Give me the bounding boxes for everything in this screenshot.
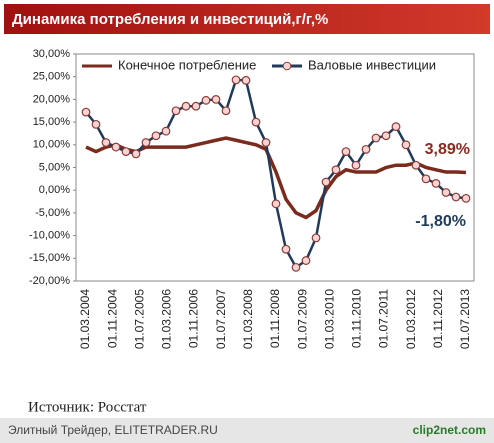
point	[141, 138, 151, 147]
y-tick-label: 30,00%	[33, 48, 71, 60]
point	[291, 262, 301, 272]
x-tick-label: 01.07.2011	[377, 289, 391, 348]
point	[381, 131, 391, 141]
x-tick-label: 01.03.2008	[241, 289, 255, 349]
series-line	[85, 136, 467, 220]
point	[221, 106, 231, 116]
x-tick-label: 01.03.2012	[404, 289, 418, 349]
point	[461, 193, 471, 203]
point	[391, 122, 401, 132]
x-tick-label: 01.07.2009	[295, 289, 309, 349]
point	[231, 75, 241, 85]
point	[301, 256, 311, 265]
point	[211, 94, 221, 104]
point	[241, 75, 251, 85]
x-tick-label: 01.11.2008	[268, 289, 282, 348]
x-tick-label: 01.07.2007	[214, 289, 228, 349]
y-tick-label: -15,00%	[29, 252, 70, 264]
legend-label: Валовые инвестиции	[308, 57, 436, 72]
point	[201, 95, 211, 105]
legend-label: Конечное потребление	[118, 57, 256, 72]
point	[121, 147, 131, 157]
point	[331, 165, 341, 175]
point	[191, 101, 201, 111]
x-tick-label: 01.11.2010	[350, 289, 364, 348]
point	[421, 174, 431, 184]
y-tick-label: -5,00%	[35, 207, 70, 219]
x-tick-label: 01.07.2013	[458, 289, 472, 349]
y-tick-label: 10,00%	[33, 139, 71, 151]
point	[341, 147, 351, 157]
x-tick-label: 01.03.2004	[78, 289, 92, 349]
chart-title: Динамика потребления и инвестиций,г/г,%	[12, 11, 328, 28]
point	[311, 233, 321, 243]
y-tick-label: -20,00%	[29, 275, 70, 287]
y-tick-label: 25,00%	[33, 71, 71, 83]
x-tick-label: 01.11.2004	[105, 289, 119, 348]
y-tick-label: 5,00%	[39, 161, 70, 173]
point	[371, 133, 381, 143]
x-tick-label: 01.11.2006	[187, 289, 201, 348]
x-tick-label: 01.03.2010	[322, 289, 336, 349]
source: Источник: Росстат	[28, 399, 147, 415]
point	[281, 244, 291, 254]
point	[431, 178, 441, 188]
y-tick-label: 20,00%	[33, 93, 71, 105]
point	[451, 192, 461, 202]
point	[151, 131, 161, 141]
annotation: -1,80%	[415, 213, 466, 230]
point	[111, 142, 121, 152]
y-tick-label: 15,00%	[33, 116, 71, 128]
point	[181, 101, 191, 111]
y-tick-label: 0,00%	[39, 184, 70, 196]
footer-left: Элитный Трейдер, ELITETRADER.RU	[8, 423, 218, 437]
point	[261, 138, 271, 147]
point	[131, 149, 141, 159]
point	[271, 199, 281, 209]
x-tick-label: 01.03.2006	[160, 289, 174, 349]
x-tick-label: 01.07.2005	[132, 289, 146, 349]
point	[441, 188, 451, 197]
footer-right: clip2net.com	[413, 423, 486, 437]
title-bar	[4, 4, 490, 34]
y-tick-label: -10,00%	[29, 230, 70, 242]
point	[171, 106, 181, 116]
x-tick-label: 01.11.2012	[431, 289, 445, 348]
footer-bar	[0, 418, 494, 443]
point	[321, 177, 331, 187]
point	[91, 119, 101, 129]
point	[361, 144, 371, 154]
legend-marker	[282, 61, 292, 71]
point	[81, 107, 91, 117]
point	[101, 138, 111, 147]
point	[351, 160, 361, 170]
annotation: 3,89%	[425, 141, 470, 158]
point	[411, 160, 421, 170]
point	[251, 117, 261, 127]
point	[401, 140, 411, 150]
point	[161, 126, 171, 136]
